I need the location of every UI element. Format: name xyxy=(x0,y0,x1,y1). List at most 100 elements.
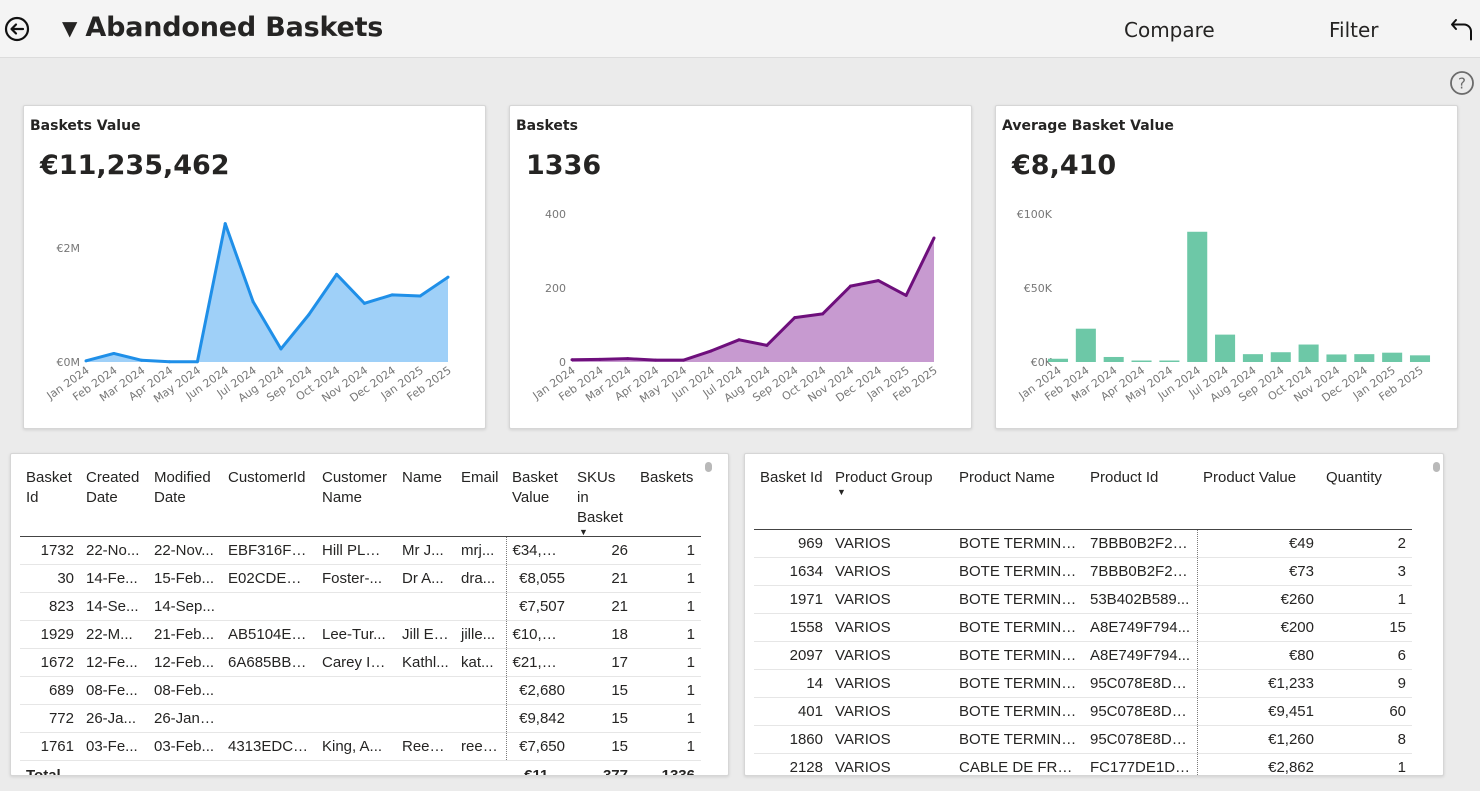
table-cell: 2128 xyxy=(754,753,829,775)
table-cell: 95C078E8D5... xyxy=(1084,669,1197,698)
back-arrow-circle-icon[interactable] xyxy=(4,16,30,42)
table-cell: 1 xyxy=(634,536,701,565)
column-header-sorted[interactable]: Product Group ▼ xyxy=(829,464,953,530)
table-cell: AB5104E3... xyxy=(222,620,316,649)
table-row[interactable]: 1634 VARIOS BOTE TERMINA... 7BBB0B2F28... €7… xyxy=(754,557,1412,586)
data-point xyxy=(876,279,880,283)
table-cell: 9 xyxy=(1320,669,1412,698)
table-row[interactable]: 689 08-Fe... 08-Feb... €2,680 15 1 xyxy=(20,676,701,705)
table-cell: 30 xyxy=(20,564,80,593)
kpi-card-baskets[interactable]: Baskets 1336 0 200 400 Jan 2024 Feb 2024 Mar … xyxy=(509,105,972,429)
table-cell: FC177DE1D6... xyxy=(1084,753,1197,775)
table-cell: VARIOS xyxy=(829,669,953,698)
column-header[interactable]: CustomerId xyxy=(222,464,316,537)
table-cell: 21 xyxy=(571,592,634,621)
question-circle-icon[interactable]: ? xyxy=(1449,70,1475,96)
table-row[interactable]: 1672 12-Fe... 12-Feb... 6A685BB2... Carey In… xyxy=(20,648,701,677)
products-table-card[interactable]: Basket Id Product Group ▼ Product Name Pr… xyxy=(744,453,1444,776)
table-cell: 22-M... xyxy=(80,620,148,649)
table-cell: 26-Ja... xyxy=(80,704,148,733)
table-cell: VARIOS xyxy=(829,697,953,726)
table-cell: BOTE TERMINA... xyxy=(953,529,1084,558)
table-row[interactable]: 14 VARIOS BOTE TERMINA... 95C078E8D5... €1,2… xyxy=(754,669,1412,698)
data-point xyxy=(765,343,769,347)
table-row[interactable]: 30 14-Fe... 15-Feb... E02CDEB7... Foster-...… xyxy=(20,564,701,593)
column-header[interactable]: Basket Id xyxy=(20,464,80,537)
column-header[interactable]: Modified Date xyxy=(148,464,222,537)
table-cell: Jill Ev... xyxy=(396,620,455,649)
table-cell: reec... xyxy=(455,732,506,761)
column-header[interactable]: Email xyxy=(455,464,506,537)
table-cell: King, A... xyxy=(316,732,396,761)
caret-down-icon[interactable]: ▼ xyxy=(62,16,78,40)
column-header[interactable]: Name xyxy=(396,464,455,537)
table-cell: Reec... xyxy=(396,732,455,761)
table-row[interactable]: 1860 VARIOS BOTE TERMINA... 95C078E8D5... €1… xyxy=(754,725,1412,754)
table-cell: 26 xyxy=(571,536,634,565)
table-row[interactable]: 401 VARIOS BOTE TERMINA... 95C078E8D5... €9,… xyxy=(754,697,1412,726)
table-row[interactable]: 772 26-Ja... 26-Jan-... €9,842 15 1 xyxy=(20,704,701,733)
table-cell: VARIOS xyxy=(829,725,953,754)
column-header[interactable]: Quantity xyxy=(1320,464,1412,530)
column-header[interactable]: Product Value xyxy=(1197,464,1320,530)
table-cell: 1 xyxy=(634,676,701,705)
table-cell: 1 xyxy=(634,732,701,761)
column-header[interactable]: Created Date xyxy=(80,464,148,537)
data-point xyxy=(570,358,574,362)
column-header[interactable]: Baskets xyxy=(634,464,701,537)
table-cell: 14-Fe... xyxy=(80,564,148,593)
column-header[interactable]: Customer Name xyxy=(316,464,396,537)
table-cell: €1,233 xyxy=(1196,669,1320,698)
y-tick-label: €50K xyxy=(1024,282,1053,295)
column-header[interactable]: Product Name xyxy=(953,464,1084,530)
baskets-table-card[interactable]: Basket Id Created Date Modified Date Cus… xyxy=(10,453,729,776)
data-point xyxy=(390,293,394,297)
table-cell: 18 xyxy=(571,620,634,649)
table-cell: 6 xyxy=(1320,641,1412,670)
kpi-card-baskets-value[interactable]: Baskets Value €11,235,462 €0M €2M Jan 2024… xyxy=(23,105,486,429)
undo-arrow-icon[interactable] xyxy=(1449,16,1475,42)
table-row[interactable]: 1558 VARIOS BOTE TERMINA... A8E749F794... €2… xyxy=(754,613,1412,642)
table-cell: 26-Jan-... xyxy=(148,704,222,733)
bar xyxy=(1382,352,1403,362)
table-row[interactable]: 1732 22-No... 22-Nov... EBF316F4... Hill PLC… xyxy=(20,536,701,565)
table-cell xyxy=(455,704,506,733)
column-header[interactable]: Basket Id xyxy=(754,464,829,530)
table-row[interactable]: 2097 VARIOS BOTE TERMINA... A8E749F794... €8… xyxy=(754,641,1412,670)
products-table[interactable]: Basket Id Product Group ▼ Product Name Pr… xyxy=(754,464,1412,775)
compare-button[interactable]: Compare xyxy=(1124,18,1215,42)
vertical-scrollbar[interactable] xyxy=(705,462,712,472)
baskets-table[interactable]: Basket Id Created Date Modified Date Cus… xyxy=(20,464,701,775)
table-cell: jille... xyxy=(455,620,506,649)
table-cell: €49 xyxy=(1196,529,1320,558)
column-header[interactable]: Basket Value xyxy=(506,464,571,537)
table-cell: 15 xyxy=(571,676,634,705)
vertical-scrollbar[interactable] xyxy=(1433,462,1440,472)
table-row[interactable]: 2128 VARIOS CABLE DE FREN... FC177DE1D6... €… xyxy=(754,753,1412,775)
table-cell: 1558 xyxy=(754,613,829,642)
table-row[interactable]: 823 14-Se... 14-Sep... €7,507 21 1 xyxy=(20,592,701,621)
table-cell: €21,122 xyxy=(505,648,571,677)
filter-button[interactable]: Filter xyxy=(1329,18,1379,42)
table-cell: 1 xyxy=(634,564,701,593)
table-row[interactable]: 1971 VARIOS BOTE TERMINA... 53B402B589... €2… xyxy=(754,585,1412,614)
data-point xyxy=(709,349,713,353)
table-cell: VARIOS xyxy=(829,585,953,614)
table-row[interactable]: 1761 03-Fe... 03-Feb... 4313EDC2... King, A.… xyxy=(20,732,701,761)
table-cell: BOTE TERMINA... xyxy=(953,669,1084,698)
table-cell: kat... xyxy=(455,648,506,677)
table-cell: BOTE TERMINA... xyxy=(953,557,1084,586)
table-row[interactable]: 1929 22-M... 21-Feb... AB5104E3... Lee-Tur..… xyxy=(20,620,701,649)
data-point xyxy=(140,358,144,362)
column-header[interactable]: Product Id xyxy=(1084,464,1197,530)
column-header-sorted[interactable]: SKUs in Basket ▼ xyxy=(571,464,634,537)
table-row[interactable]: 969 VARIOS BOTE TERMINA... 7BBB0B2F28... €49… xyxy=(754,529,1412,558)
data-point xyxy=(737,338,741,342)
page-title-group[interactable]: ▼ Abandoned Baskets xyxy=(62,10,383,46)
kpi-card-average-basket-value[interactable]: Average Basket Value €8,410 €0K €50K €100K… xyxy=(995,105,1458,429)
table-cell: €2,680 xyxy=(505,676,571,705)
table-cell: 14 xyxy=(754,669,829,698)
